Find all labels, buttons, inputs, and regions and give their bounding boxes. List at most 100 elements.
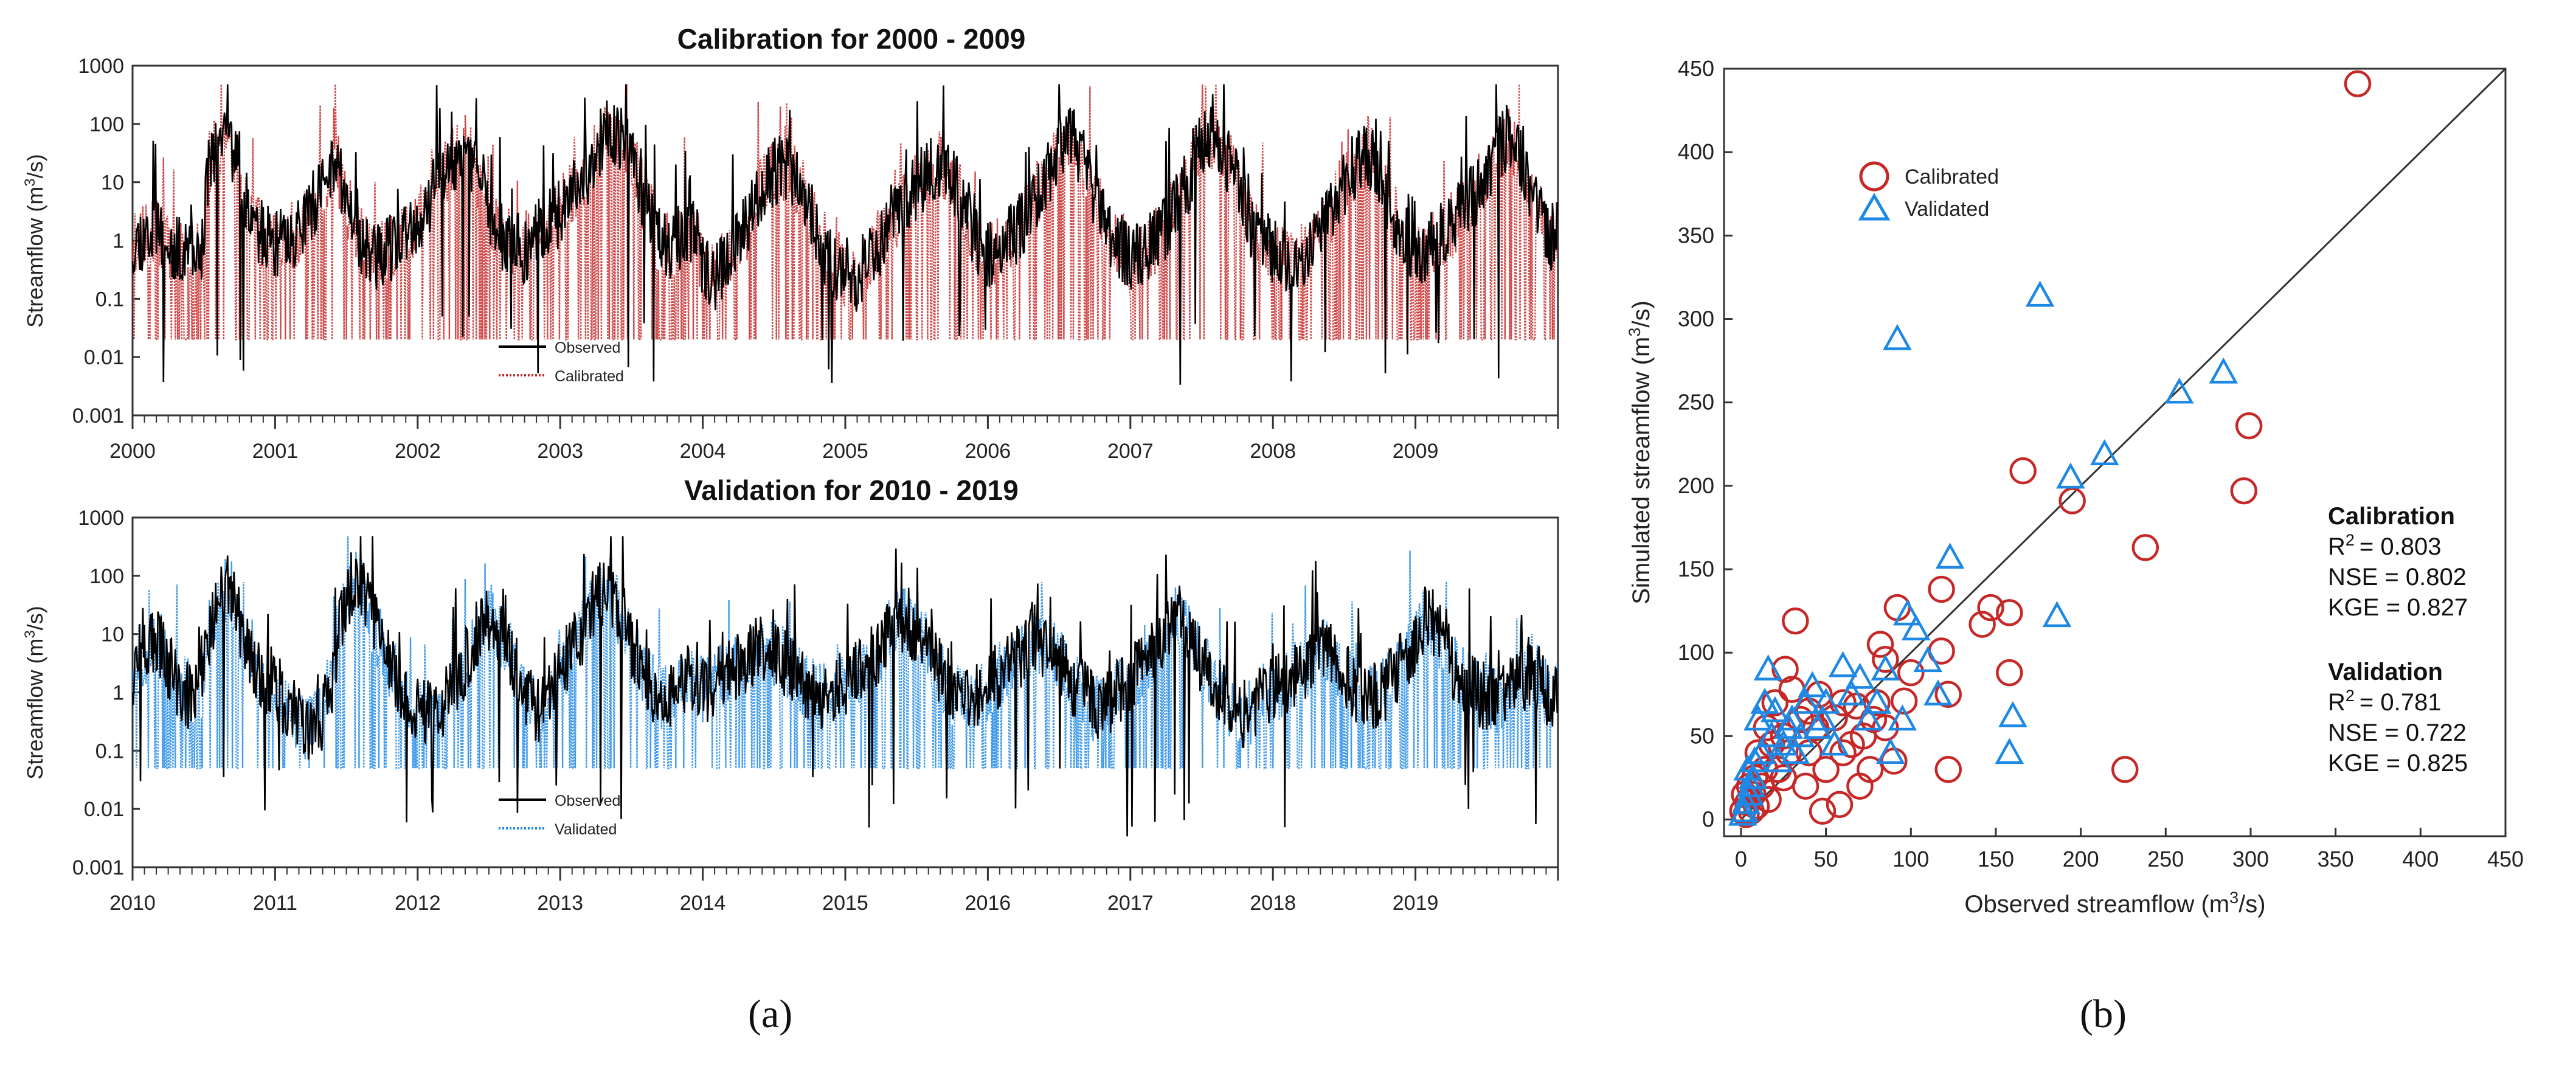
subfigure-label-b: (b) <box>2080 992 2127 1036</box>
scatter-y-tick-label: 100 <box>1678 640 1714 665</box>
scatter-point-validated <box>1791 687 1820 714</box>
validation-chart-title: Validation for 2010 - 2019 <box>684 474 1019 506</box>
scatter-x-tick-label: 100 <box>1892 847 1929 871</box>
scatter-y-tick-label: 150 <box>1678 556 1714 581</box>
calibration-x-tick-label: 2003 <box>537 440 583 463</box>
scatter-point-validated <box>1871 654 1900 681</box>
scatter-point-validated <box>1935 542 1965 569</box>
scatter-point-calibrated <box>1872 714 1899 741</box>
stats-calibration-heading: Calibration <box>2328 503 2455 530</box>
stats-calibration-kge: KGE = 0.827 <box>2328 594 2468 621</box>
scatter-point-validated <box>1736 771 1766 797</box>
validation-x-tick-label: 2010 <box>109 892 156 915</box>
scatter-point-validated <box>1862 687 1892 714</box>
scatter-point-calibrated <box>1770 764 1798 792</box>
scatter-y-tick-label: 400 <box>1678 139 1714 164</box>
scatter-point-calibrated <box>1838 730 1865 758</box>
validation-plot-frame <box>131 516 1559 868</box>
scatter-x-tick-label: 450 <box>2487 847 2524 871</box>
scatter-point-calibrated <box>1846 772 1874 800</box>
scatter-point-validated <box>1768 729 1798 756</box>
validation-x-tick-label: 2014 <box>680 892 726 915</box>
scatter-point-calibrated <box>1829 689 1857 716</box>
calibration-x-tick-label: 2008 <box>1250 440 1296 463</box>
scatter-y-axis-label: Simulated streamflow (m3/s) <box>1626 300 1655 605</box>
scatter-point-calibrated <box>1782 607 1809 635</box>
scatter-point-validated <box>1819 729 1849 756</box>
validation-x-tick-label: 2019 <box>1393 892 1439 915</box>
subfigure-label-a: (a) <box>748 992 793 1036</box>
scatter-point-validated <box>1731 788 1761 814</box>
stats-validation-nse: NSE = 0.722 <box>2328 719 2467 746</box>
legend-triangle-marker <box>1858 193 1891 221</box>
scatter-chart: 0 50 100 150 200 250 300 350 400 450 0 50 100 150 200 2… <box>1626 56 2524 918</box>
validation-chart: Validation for 2010 - 2019 0.001 0.01 0.1 1… <box>22 474 1559 915</box>
scatter-point-calibrated <box>2230 477 2258 505</box>
scatter-point-validated <box>1828 651 1858 677</box>
calibration-y-tick-label: 0.1 <box>95 288 124 311</box>
scatter-point-calibrated <box>1792 772 1819 800</box>
validation-y-tick-label: 1 <box>113 682 124 705</box>
scatter-point-validated <box>2090 439 2119 465</box>
scatter-point-calibrated <box>2058 487 2086 514</box>
scatter-point-calibrated <box>2111 756 2139 783</box>
stats-validation: Validation R2 = 0.781 NSE = 0.722 KGE = 0… <box>2328 659 2468 777</box>
legend-circle-marker <box>1859 161 1889 192</box>
stats-calibration-nse: NSE = 0.802 <box>2328 564 2467 591</box>
validation-y-tick-label: 0.1 <box>95 740 124 763</box>
scatter-y-tick-label: 450 <box>1678 56 1714 81</box>
validation-y-tick-label: 100 <box>89 565 124 588</box>
scatter-x-tick-label: 50 <box>1814 847 1838 871</box>
validation-y-tick-label: 0.001 <box>72 856 124 879</box>
scatter-y-tick-label: 200 <box>1678 473 1714 498</box>
scatter-point-validated <box>1875 738 1905 764</box>
scatter-point-calibrated <box>1787 705 1814 733</box>
calibration-x-tick-label: 2005 <box>822 440 868 463</box>
scatter-point-validated <box>1743 704 1773 731</box>
scatter-point-validated <box>1998 701 2027 727</box>
scatter-point-validated <box>2056 462 2085 489</box>
calibration-y-tick-label: 0.001 <box>72 404 124 428</box>
scatter-point-calibrated <box>2235 412 2263 440</box>
calibration-legend: Observed Calibrated <box>499 339 624 385</box>
calibration-x-tick-label: 2006 <box>965 440 1011 463</box>
scatter-point-calibrated <box>1934 681 1962 708</box>
scatter-point-calibrated <box>1866 631 1894 658</box>
calibration-chart: Calibration for 2000 - 2009 0.001 0.01 0.1… <box>22 23 1559 463</box>
calibration-x-tick-label: 2007 <box>1107 440 1154 463</box>
validation-series-validated <box>131 536 1558 769</box>
scatter-point-calibrated <box>1771 656 1799 683</box>
scatter-y-tick-label: 350 <box>1678 223 1714 248</box>
validation-x-tick-label: 2018 <box>1250 892 1296 915</box>
scatter-point-validated <box>1733 754 1762 781</box>
calibration-series-calibrated <box>131 84 1558 341</box>
scatter-point-validated <box>1837 679 1866 706</box>
calibration-y-tick-label: 10 <box>101 171 124 195</box>
scatter-x-tick-label: 400 <box>2402 847 2439 871</box>
calibration-y-tick-label: 1 <box>113 230 124 253</box>
validation-legend-observed: Observed <box>555 792 620 809</box>
scatter-x-tick-label: 350 <box>2318 847 2354 871</box>
scatter-point-validated <box>1923 679 1953 706</box>
scatter-point-validated <box>1757 721 1787 747</box>
scatter-y-tick-label: 300 <box>1678 307 1714 331</box>
scatter-point-validated <box>1781 738 1810 764</box>
scatter-y-tick-label: 0 <box>1702 807 1714 832</box>
stats-validation-kge: KGE = 0.825 <box>2328 750 2468 777</box>
scatter-point-calibrated <box>1890 687 1918 715</box>
scatter-point-calibrated <box>1977 594 2004 622</box>
calibration-series-observed <box>131 84 1558 385</box>
scatter-point-validated <box>1785 721 1815 747</box>
stats-calibration-r2: R2 = 0.803 <box>2328 531 2442 560</box>
scatter-point-validated <box>1892 599 1922 626</box>
validation-x-tick-label: 2015 <box>822 892 868 915</box>
scatter-point-calibrated <box>1897 659 1925 687</box>
calibration-legend-calibrated: Calibrated <box>555 368 624 385</box>
scatter-x-tick-label: 150 <box>1978 847 2014 871</box>
calibration-y-tick-label: 1000 <box>78 55 124 78</box>
scatter-point-validated <box>1883 324 1912 350</box>
scatter-legend-calibrated: Calibrated <box>1905 165 1999 189</box>
scatter-point-validated <box>1995 738 2024 764</box>
scatter-point-calibrated <box>1934 756 1962 783</box>
scatter-point-calibrated <box>1996 599 2023 626</box>
